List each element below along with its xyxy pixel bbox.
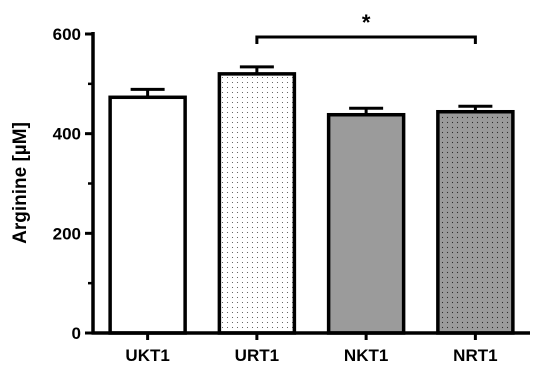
y-tick-label-0: 0 bbox=[72, 324, 81, 343]
significance-bracket: * bbox=[255, 10, 477, 44]
axes-group bbox=[85, 32, 530, 340]
error-bar-urt1 bbox=[239, 65, 274, 74]
bar-nrt1 bbox=[436, 109, 515, 335]
x-tick-label-nrt1: NRT1 bbox=[453, 346, 497, 365]
y-axis-title: Arginine [µM] bbox=[10, 122, 31, 244]
y-tick-label-600: 600 bbox=[53, 25, 81, 44]
error-bar-nrt1 bbox=[458, 104, 493, 112]
error-bars-group bbox=[130, 65, 493, 115]
x-tick-label-nkt1: NKT1 bbox=[344, 346, 388, 365]
x-tick-label-ukt1: UKT1 bbox=[125, 346, 169, 365]
error-bar-ukt1 bbox=[130, 87, 165, 98]
significance-asterisk: * bbox=[362, 10, 371, 35]
y-tick-label-400: 400 bbox=[53, 125, 81, 144]
labels-group: 0 200 400 600 UKT1 URT1 NKT1 NRT1 * bbox=[53, 10, 498, 365]
y-tick-label-200: 200 bbox=[53, 224, 81, 243]
bar-nkt1 bbox=[326, 112, 406, 335]
error-bar-nkt1 bbox=[349, 106, 384, 115]
bar-ukt1 bbox=[108, 95, 187, 335]
x-tick-label-urt1: URT1 bbox=[235, 346, 279, 365]
bars-group bbox=[108, 72, 515, 335]
bar-urt1 bbox=[217, 72, 297, 335]
